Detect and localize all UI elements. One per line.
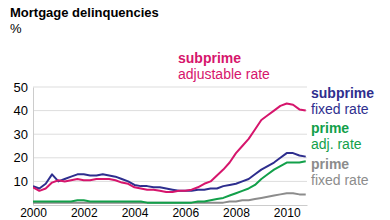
y-tick: 20	[14, 150, 33, 165]
y-tick: 30	[14, 127, 33, 142]
x-tick-label: 2006	[172, 206, 199, 220]
x-tick: 2004	[122, 205, 149, 220]
series-label: subprime adjustable rate	[178, 50, 270, 82]
series-label: subprime fixed rate	[311, 85, 378, 117]
series-label: prime fixed rate	[311, 156, 369, 188]
x-tick-label: 2000	[20, 206, 47, 220]
x-tick: 2002	[71, 205, 98, 220]
y-tick-label: 30	[14, 127, 28, 142]
grid-line	[33, 110, 307, 111]
x-axis: 2000 2002 2004 2006 2008 2010	[20, 205, 307, 220]
x-tick: 2008	[223, 205, 250, 220]
x-tick: 2000	[20, 205, 47, 220]
y-tick: 10	[14, 174, 33, 189]
lines	[33, 104, 306, 203]
title: Mortgage delinquencies	[10, 5, 159, 20]
y-tick: 50	[14, 80, 33, 95]
y-axis: 10 20 30 40 50	[14, 80, 34, 206]
grid-line	[33, 181, 307, 182]
y-tick-label: 40	[14, 103, 28, 118]
y-tick-label: 20	[14, 150, 28, 165]
y-tick-label: 50	[14, 80, 28, 95]
y-tick: 40	[14, 103, 33, 118]
series-line	[33, 153, 306, 191]
x-tick-label: 2002	[71, 206, 98, 220]
grid-line	[33, 157, 307, 158]
series-label: prime adj. rate	[311, 120, 362, 152]
x-tick-label: 2008	[223, 206, 250, 220]
x-tick-label: 2004	[122, 206, 149, 220]
grid-line	[33, 134, 307, 135]
chart: Mortgage delinquencies%10203040502000200…	[0, 0, 390, 220]
x-tick-label: 2010	[274, 206, 301, 220]
y-tick-label: 10	[14, 174, 28, 189]
grid-line	[33, 87, 307, 88]
x-tick: 2006	[172, 205, 199, 220]
x-tick: 2010	[274, 205, 301, 220]
y-axis-title: %	[10, 21, 22, 36]
series-line	[33, 104, 306, 193]
